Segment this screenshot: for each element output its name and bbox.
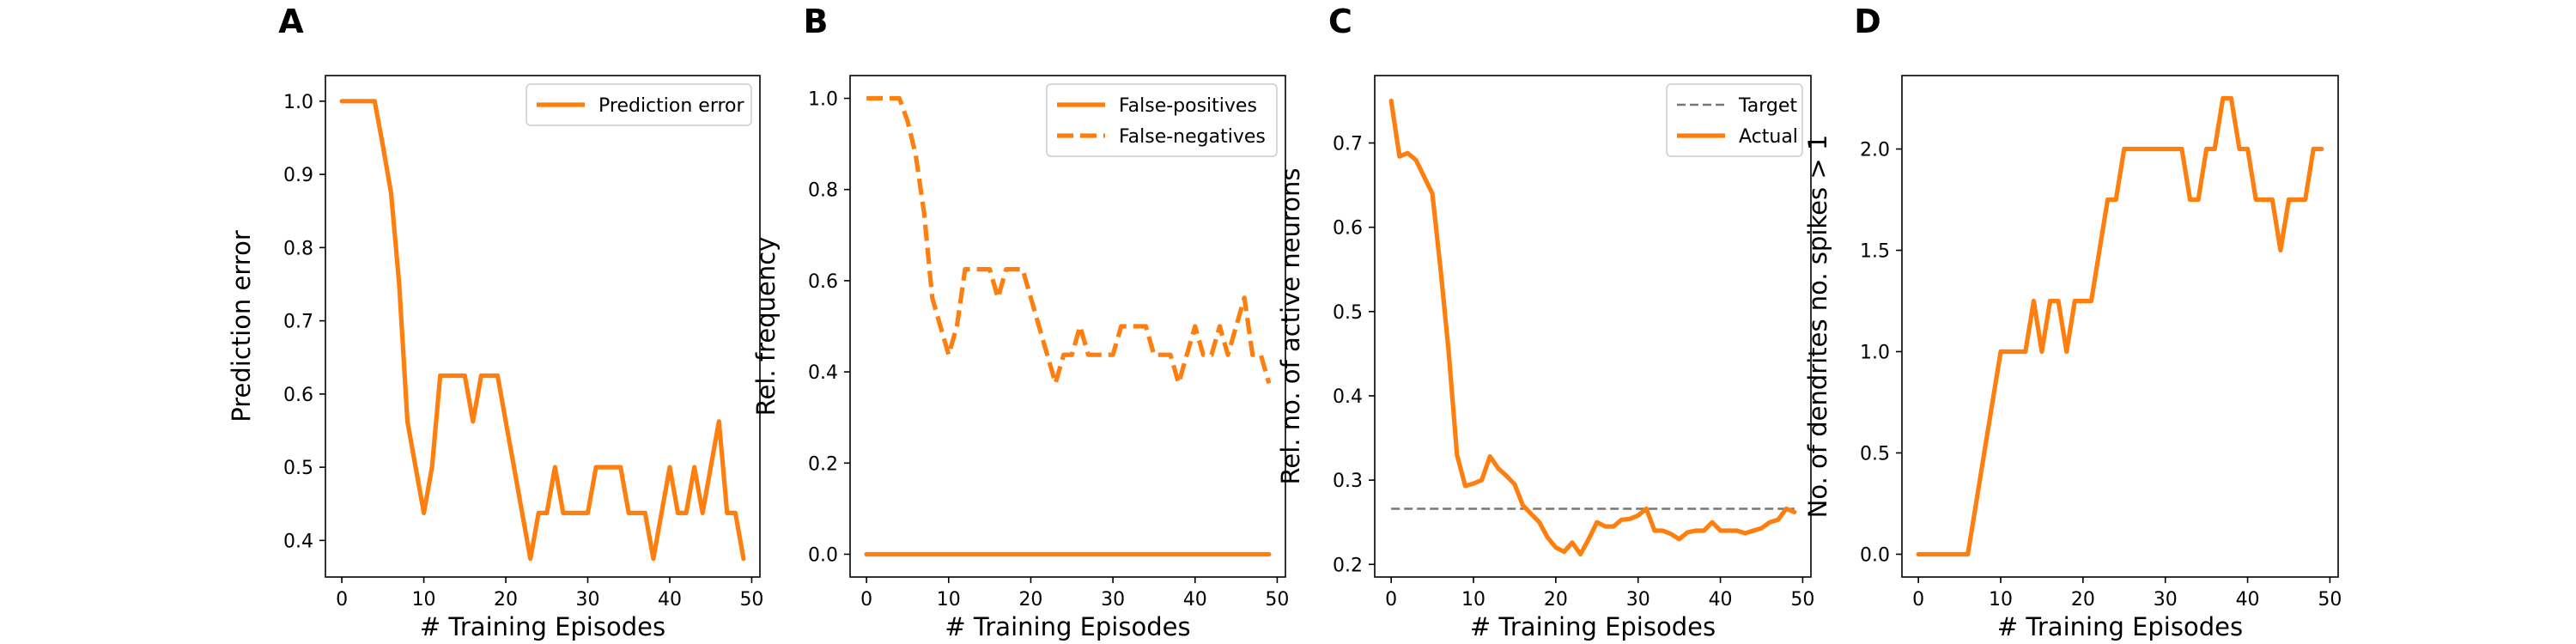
x-tick-label: 0	[336, 589, 348, 611]
x-tick-label: 30	[2154, 589, 2178, 611]
legend-box	[526, 83, 752, 126]
x-tick-label: 0	[860, 589, 872, 611]
y-tick-label: 0.0	[1860, 544, 1890, 566]
y-tick-label: 0.9	[283, 165, 313, 186]
legend-label: Target	[1738, 95, 1797, 117]
y-axis-label: Prediction error	[227, 230, 256, 422]
x-tick-label: 10	[412, 589, 436, 611]
x-tick-label: 50	[1790, 589, 1814, 611]
y-tick-label: 0.2	[808, 453, 838, 475]
x-tick-label: 40	[1183, 589, 1207, 611]
series-line-prediction-error	[339, 99, 746, 562]
series-line-actual	[1388, 98, 1797, 557]
x-tick-label: 40	[2236, 589, 2260, 611]
panel-c: C 0 10 20 30 40 50 0.2 0.3 0.4 0.5 0.6 0.7 # Training…	[1276, 3, 1814, 641]
x-tick-label: 10	[1989, 589, 2013, 611]
x-tick-label: 40	[1709, 589, 1733, 611]
panel-letter: D	[1854, 3, 1881, 40]
panel-letter: B	[804, 3, 829, 40]
y-tick-label: 0.4	[283, 531, 313, 552]
y-tick-label: 1.5	[1860, 241, 1890, 263]
legend: Prediction error	[526, 83, 752, 126]
x-tick-label: 10	[1461, 589, 1485, 611]
panel-d: D 0 10 20 30 40 50 0.0 0.5 1.0 1.5 2.0 # Training Ep…	[1803, 3, 2342, 641]
axes-frame	[1901, 75, 2339, 578]
axes-frame	[1374, 75, 1812, 578]
x-tick-label: 50	[739, 589, 763, 611]
y-tick-label: 0.8	[283, 238, 313, 259]
x-axis-label: # Training Episodes	[945, 612, 1190, 641]
x-tick-label: 20	[1018, 589, 1042, 611]
y-tick-label: 0.7	[1333, 134, 1363, 155]
y-tick-label: 0.4	[808, 362, 838, 384]
y-tick-label: 0.8	[808, 180, 838, 202]
legend: False-positives False-negatives	[1046, 83, 1278, 157]
y-tick-label: 0.0	[808, 544, 838, 566]
x-tick-label: 30	[576, 589, 600, 611]
x-tick-label: 20	[1544, 589, 1568, 611]
x-tick-label: 20	[2071, 589, 2095, 611]
y-tick-label: 1.0	[808, 89, 838, 111]
panel-b: B 0 10 20 30 40 50 0.0 0.2 0.4 0.6 0.8 1.0 # Training…	[751, 3, 1289, 641]
legend: Target Actual	[1666, 83, 1803, 157]
y-tick-label: 1.0	[1860, 342, 1890, 363]
y-axis-label: No. of dendrites no. spikes > 1	[1803, 135, 1832, 519]
x-tick-label: 10	[937, 589, 961, 611]
y-tick-label: 0.3	[1333, 471, 1363, 492]
y-axis-label: Rel. frequency	[751, 237, 781, 416]
panel-a: A 0 10 20 30 40 50 0.4 0.5 0.6 0.7 0.8 0.9 1.0 # Train…	[227, 3, 763, 641]
y-tick-label: 0.2	[1333, 555, 1363, 576]
x-axis-label: # Training Episodes	[420, 612, 665, 641]
x-tick-label: 30	[1626, 589, 1650, 611]
y-tick-label: 0.6	[808, 271, 838, 293]
y-tick-label: 0.4	[1333, 386, 1363, 408]
legend-label: Prediction error	[598, 95, 744, 117]
x-tick-label: 50	[1265, 589, 1289, 611]
legend-label: False-negatives	[1119, 126, 1266, 148]
axes-frame	[325, 75, 761, 578]
y-tick-label: 0.5	[1333, 302, 1363, 324]
series-line-false-negatives	[866, 95, 1272, 386]
legend-label: Actual	[1739, 126, 1798, 148]
panel-letter: A	[278, 3, 304, 40]
legend-label: False-positives	[1119, 95, 1257, 117]
legend-box	[1046, 83, 1278, 157]
y-tick-label: 1.0	[283, 92, 313, 113]
y-tick-label: 0.6	[283, 385, 313, 406]
x-axis-label: # Training Episodes	[1470, 612, 1716, 641]
legend-box	[1666, 83, 1803, 157]
x-tick-label: 0	[1912, 589, 1924, 611]
x-tick-label: 20	[494, 589, 518, 611]
axes-frame	[849, 75, 1286, 578]
y-axis-label: Rel. no. of active neurons	[1276, 168, 1305, 485]
y-tick-label: 0.5	[1860, 443, 1890, 465]
x-tick-label: 0	[1385, 589, 1397, 611]
x-tick-label: 50	[2318, 589, 2342, 611]
panel-letter: C	[1328, 3, 1352, 40]
x-tick-label: 30	[1101, 589, 1125, 611]
y-tick-label: 0.5	[283, 458, 313, 479]
y-tick-label: 2.0	[1860, 140, 1890, 161]
y-tick-label: 0.6	[1333, 218, 1363, 240]
x-tick-label: 40	[658, 589, 682, 611]
y-tick-label: 0.7	[283, 312, 313, 333]
x-axis-label: # Training Episodes	[1997, 612, 2243, 641]
series-line-data	[1916, 95, 2324, 557]
